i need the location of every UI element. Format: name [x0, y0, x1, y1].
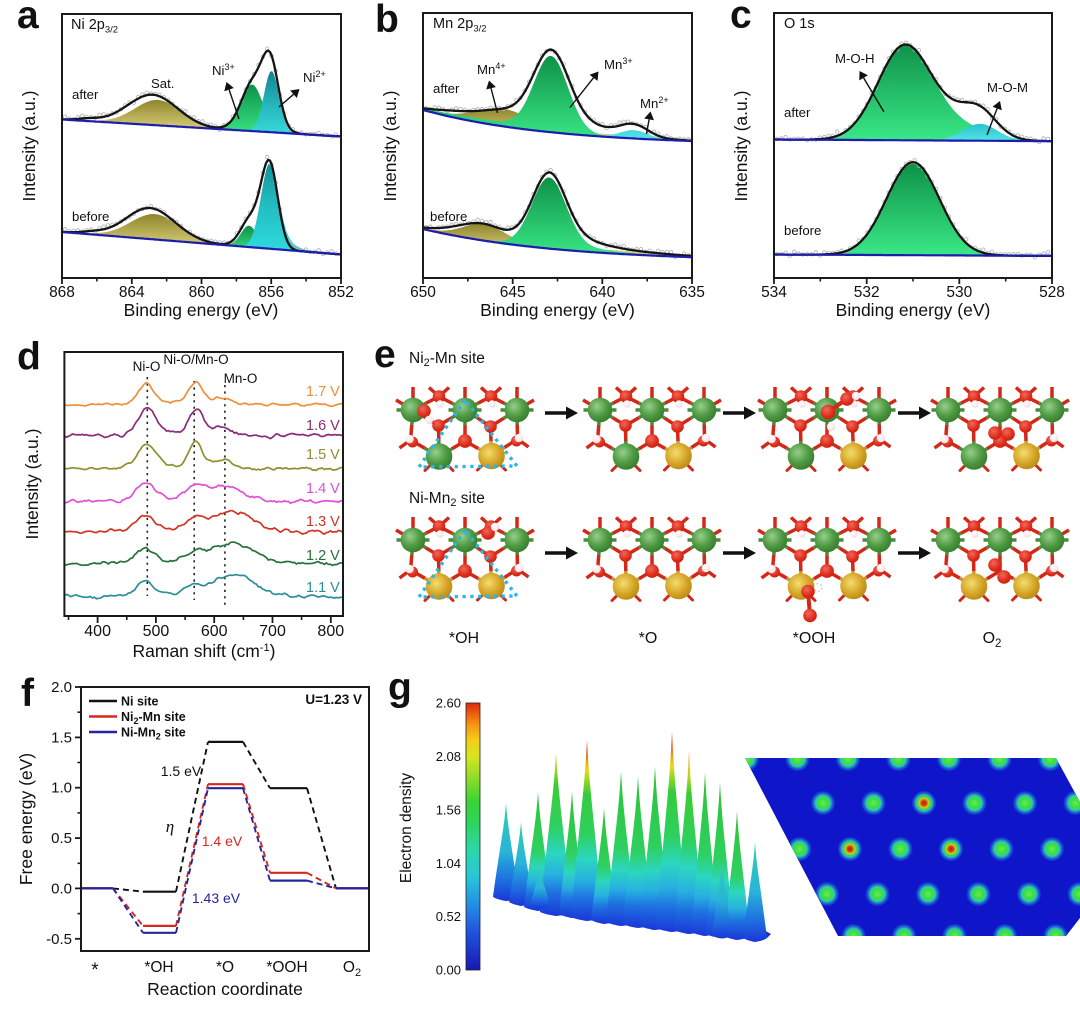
- svg-text:1.5 eV: 1.5 eV: [161, 763, 202, 779]
- svg-text:Intensity (a.u.): Intensity (a.u.): [731, 91, 751, 202]
- svg-text:Ni 2p3/2: Ni 2p3/2: [71, 17, 118, 36]
- svg-text:b: b: [375, 0, 399, 41]
- svg-text:Mn 2p3/2: Mn 2p3/2: [433, 16, 487, 35]
- svg-text:1.3 V: 1.3 V: [306, 514, 340, 530]
- svg-text:Ni site: Ni site: [121, 695, 159, 709]
- svg-text:*OOH: *OOH: [266, 959, 307, 976]
- svg-text:-0.5: -0.5: [46, 931, 72, 948]
- svg-text:1.43 eV: 1.43 eV: [192, 890, 241, 906]
- svg-text:640: 640: [589, 284, 615, 301]
- svg-text:532: 532: [854, 284, 880, 301]
- svg-text:η: η: [166, 817, 174, 836]
- svg-text:528: 528: [1039, 284, 1065, 301]
- svg-text:O 1s: O 1s: [784, 16, 815, 32]
- svg-text:M-O-H: M-O-H: [835, 51, 875, 66]
- svg-text:635: 635: [679, 284, 705, 301]
- svg-text:700: 700: [259, 623, 286, 640]
- svg-text:500: 500: [143, 623, 170, 640]
- svg-text:Ni2+: Ni2+: [303, 69, 326, 85]
- svg-text:Mn4+: Mn4+: [477, 61, 506, 77]
- svg-text:Binding energy (eV): Binding energy (eV): [836, 300, 991, 320]
- svg-text:before: before: [784, 223, 821, 238]
- svg-text:U=1.23 V: U=1.23 V: [305, 692, 362, 707]
- svg-text:Ni2-Mn site: Ni2-Mn site: [409, 350, 485, 369]
- svg-text:868: 868: [49, 284, 75, 301]
- svg-text:f: f: [21, 672, 35, 715]
- svg-text:Ni-Mn2 site: Ni-Mn2 site: [409, 490, 485, 509]
- svg-text:d: d: [17, 336, 41, 379]
- svg-text:1.56: 1.56: [436, 802, 461, 817]
- svg-text:before: before: [430, 209, 467, 224]
- svg-text:Reaction coordinate: Reaction coordinate: [147, 979, 303, 999]
- svg-text:530: 530: [946, 284, 972, 301]
- svg-text:2.60: 2.60: [436, 696, 461, 711]
- svg-text:534: 534: [761, 284, 787, 301]
- svg-text:e: e: [374, 333, 396, 376]
- svg-text:2.08: 2.08: [436, 749, 461, 764]
- svg-text:1.0: 1.0: [51, 780, 72, 797]
- svg-text:650: 650: [410, 284, 436, 301]
- svg-text:Ni-Mn2 site: Ni-Mn2 site: [121, 726, 186, 742]
- svg-text:856: 856: [258, 284, 284, 301]
- svg-text:Free energy (eV): Free energy (eV): [16, 753, 36, 885]
- svg-text:Ni-O: Ni-O: [133, 359, 161, 374]
- svg-text:*O: *O: [639, 630, 658, 647]
- svg-text:0.0: 0.0: [51, 880, 72, 897]
- svg-text:*OH: *OH: [144, 959, 173, 976]
- svg-text:1.4 V: 1.4 V: [306, 481, 340, 497]
- svg-text:M-O-M: M-O-M: [987, 80, 1028, 95]
- svg-text:1.6 V: 1.6 V: [306, 418, 340, 434]
- svg-text:Mn2+: Mn2+: [640, 95, 669, 111]
- svg-text:0.00: 0.00: [436, 963, 461, 978]
- svg-text:Binding energy (eV): Binding energy (eV): [124, 300, 279, 320]
- svg-text:Sat.: Sat.: [151, 76, 174, 91]
- svg-text:*OH: *OH: [449, 630, 479, 647]
- svg-text:860: 860: [189, 284, 215, 301]
- svg-text:1.04: 1.04: [436, 856, 461, 871]
- svg-text:*: *: [91, 960, 99, 981]
- svg-text:*O: *O: [216, 959, 234, 976]
- svg-text:c: c: [730, 0, 752, 37]
- svg-text:after: after: [433, 81, 460, 96]
- svg-text:1.7 V: 1.7 V: [306, 384, 340, 400]
- svg-text:before: before: [72, 209, 109, 224]
- svg-text:Intensity (a.u.): Intensity (a.u.): [22, 429, 42, 540]
- svg-text:*OOH: *OOH: [793, 630, 836, 647]
- svg-text:Raman shift (cm-1): Raman shift (cm-1): [133, 641, 276, 661]
- svg-text:1.5: 1.5: [51, 729, 72, 746]
- svg-text:645: 645: [500, 284, 526, 301]
- svg-text:864: 864: [119, 284, 145, 301]
- svg-text:600: 600: [201, 623, 228, 640]
- svg-text:400: 400: [84, 623, 111, 640]
- svg-text:852: 852: [328, 284, 354, 301]
- svg-text:g: g: [388, 666, 412, 709]
- svg-text:Mn3+: Mn3+: [604, 56, 633, 72]
- svg-text:Electron density: Electron density: [398, 773, 415, 884]
- svg-text:after: after: [784, 105, 811, 120]
- svg-text:2.0: 2.0: [51, 679, 72, 696]
- svg-text:Ni-O/Mn-O: Ni-O/Mn-O: [163, 352, 228, 367]
- svg-text:1.5 V: 1.5 V: [306, 447, 340, 463]
- svg-text:1.2 V: 1.2 V: [306, 548, 340, 564]
- svg-text:1.4 eV: 1.4 eV: [202, 833, 243, 849]
- svg-text:Ni2-Mn site: Ni2-Mn site: [121, 710, 186, 726]
- svg-text:a: a: [17, 0, 39, 37]
- svg-text:1.1 V: 1.1 V: [306, 580, 340, 596]
- svg-text:O2: O2: [983, 630, 1002, 650]
- svg-text:Intensity (a.u.): Intensity (a.u.): [380, 91, 400, 202]
- svg-text:after: after: [72, 87, 99, 102]
- svg-text:0.5: 0.5: [51, 830, 72, 847]
- svg-text:Binding energy (eV): Binding energy (eV): [480, 300, 635, 320]
- svg-text:Ni3+: Ni3+: [212, 62, 235, 78]
- svg-text:Intensity (a.u.): Intensity (a.u.): [19, 91, 39, 202]
- svg-text:Mn-O: Mn-O: [224, 371, 258, 386]
- svg-text:800: 800: [317, 623, 344, 640]
- svg-text:O2: O2: [343, 959, 361, 979]
- svg-text:0.52: 0.52: [436, 909, 461, 924]
